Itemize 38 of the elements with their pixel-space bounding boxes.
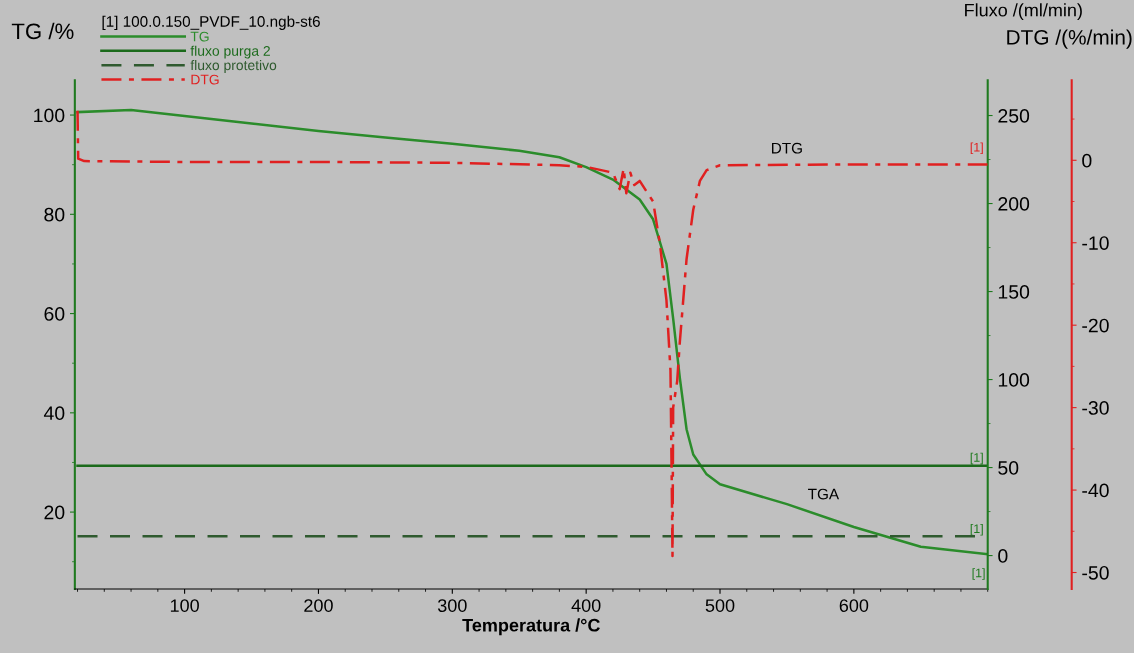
x-tick-label: 400 — [571, 599, 601, 612]
y3-tick-label: -10 — [1082, 236, 1109, 250]
y-axis-title: TG /% — [11, 22, 74, 40]
y2-tick-label: 0 — [998, 549, 1008, 563]
y-tick-label: 60 — [44, 307, 65, 321]
text: fluxo purga 2 — [190, 45, 270, 59]
y3-tick-label: -20 — [1082, 318, 1109, 333]
annotation: TGA — [808, 488, 840, 500]
y-tick-label: 20 — [44, 505, 65, 520]
annotation: [1] — [970, 452, 983, 465]
y-tick-label: 40 — [43, 406, 65, 421]
annotation: DTG — [772, 142, 802, 154]
y2-tick-label: 150 — [998, 285, 1030, 299]
y3-tick-label: -30 — [1082, 401, 1109, 415]
x-tick-label: 600 — [839, 599, 869, 612]
y2-axis-title: Fluxo /(ml/min) — [965, 3, 1082, 21]
text: TG — [190, 31, 209, 42]
annotation: [1] — [972, 568, 985, 580]
x-tick-label: 300 — [437, 599, 467, 612]
x-tick-label: 200 — [304, 599, 333, 612]
text: fluxo protetivo — [190, 59, 277, 73]
x-axis-title: Temperatura /°C — [462, 618, 600, 636]
y-tick-label: 100 — [34, 108, 65, 123]
x-tick-label: 500 — [705, 599, 735, 612]
y-tick-label: 80 — [44, 207, 65, 222]
annotation: [1] — [970, 142, 983, 155]
y3-axis-title: DTG /(%/min) — [1007, 29, 1132, 49]
text: DTG — [191, 74, 219, 85]
x-tick-label: 100 — [170, 599, 199, 612]
y3-tick-label: -50 — [1082, 565, 1109, 580]
legend-title: [1] 100.0.150_PVDF_10.ngb-st6 — [102, 15, 320, 30]
y2-tick-label: 100 — [998, 373, 1030, 387]
y2-tick-label: 200 — [998, 197, 1030, 211]
y2-tick-label: 250 — [998, 108, 1030, 123]
y3-tick-label: -40 — [1082, 483, 1109, 498]
y2-tick-label: 50 — [998, 461, 1019, 475]
y3-tick-label: 0 — [1082, 153, 1092, 168]
annotation: [1] — [970, 523, 983, 536]
